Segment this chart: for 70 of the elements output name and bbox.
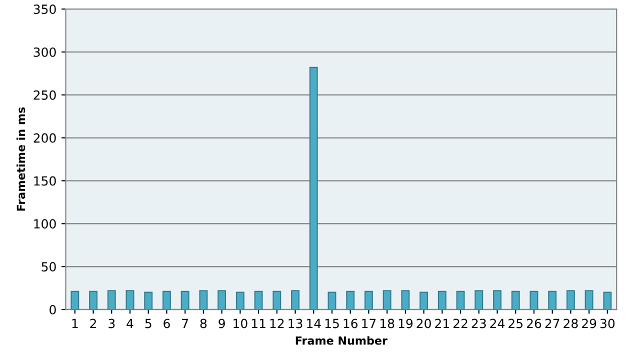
bar	[401, 290, 410, 310]
bar	[603, 292, 612, 310]
bar	[126, 290, 134, 310]
bar	[70, 290, 80, 310]
bar	[162, 290, 171, 310]
x-tick-label: 17	[362, 318, 376, 328]
x-tick-label: 8	[200, 318, 207, 328]
bar	[89, 290, 98, 310]
x-tick-label: 9	[218, 318, 225, 328]
bar	[199, 290, 208, 310]
bar	[346, 290, 355, 310]
bar	[272, 290, 282, 310]
bar	[474, 290, 484, 310]
bar	[144, 292, 153, 310]
bar	[364, 290, 373, 310]
x-tick-label: 30	[600, 318, 615, 328]
x-tick-label: 7	[182, 318, 188, 328]
bar	[456, 290, 465, 310]
x-tick-label: 27	[545, 318, 560, 328]
bar	[180, 290, 190, 310]
x-tick-label: 1	[72, 318, 78, 328]
x-tick-label: 23	[472, 318, 486, 328]
x-tick-label: 3	[108, 318, 115, 328]
x-tick-label: 13	[288, 318, 302, 328]
y-tick-label: 350	[34, 4, 56, 14]
bar	[254, 290, 263, 310]
x-tick-label: 18	[380, 318, 394, 328]
x-tick-label: 26	[526, 318, 542, 328]
x-tick-label: 16	[344, 318, 358, 328]
bar	[291, 290, 300, 310]
x-tick-label: 24	[490, 318, 505, 328]
bar	[493, 290, 502, 310]
bar	[438, 290, 446, 310]
bar	[236, 292, 244, 310]
x-tick-label: 15	[325, 318, 339, 328]
x-tick-label: 25	[508, 318, 522, 328]
x-tick-label: 21	[435, 318, 449, 328]
x-tick-label: 2	[90, 318, 96, 328]
bar	[107, 290, 116, 310]
bar	[548, 290, 557, 310]
bar	[420, 292, 428, 310]
bar	[566, 290, 575, 310]
y-tick-label: 250	[34, 90, 56, 100]
x-tick-label: 10	[234, 318, 248, 328]
y-tick-label: 150	[34, 176, 56, 186]
x-tick-label: 6	[164, 318, 170, 328]
y-tick-label: 200	[34, 133, 56, 143]
x-tick-label: 19	[398, 318, 413, 328]
bar	[584, 290, 594, 310]
x-tick-label: 28	[564, 318, 578, 328]
x-tick-label: 5	[145, 318, 152, 328]
y-tick-label: 50	[42, 262, 56, 272]
x-tick-label: 4	[126, 318, 134, 328]
bar	[511, 290, 520, 310]
bar	[309, 66, 318, 310]
x-tick-label: 11	[252, 318, 266, 328]
x-tick-label: 20	[416, 318, 431, 328]
bar	[382, 290, 392, 310]
y-tick-label: 300	[34, 47, 56, 57]
x-tick-label: 14	[307, 318, 321, 328]
bar	[218, 290, 226, 310]
x-tick-label: 12	[270, 318, 284, 328]
bar	[530, 290, 538, 310]
bar	[328, 292, 336, 310]
y-tick-label: 100	[34, 219, 56, 229]
y-axis-title: Frametime in ms	[16, 107, 26, 211]
x-tick-label: 29	[582, 318, 596, 328]
x-axis-title: Frame Number	[296, 336, 388, 345]
y-tick-label: 0	[50, 304, 56, 314]
x-tick-label: 22	[453, 318, 468, 328]
